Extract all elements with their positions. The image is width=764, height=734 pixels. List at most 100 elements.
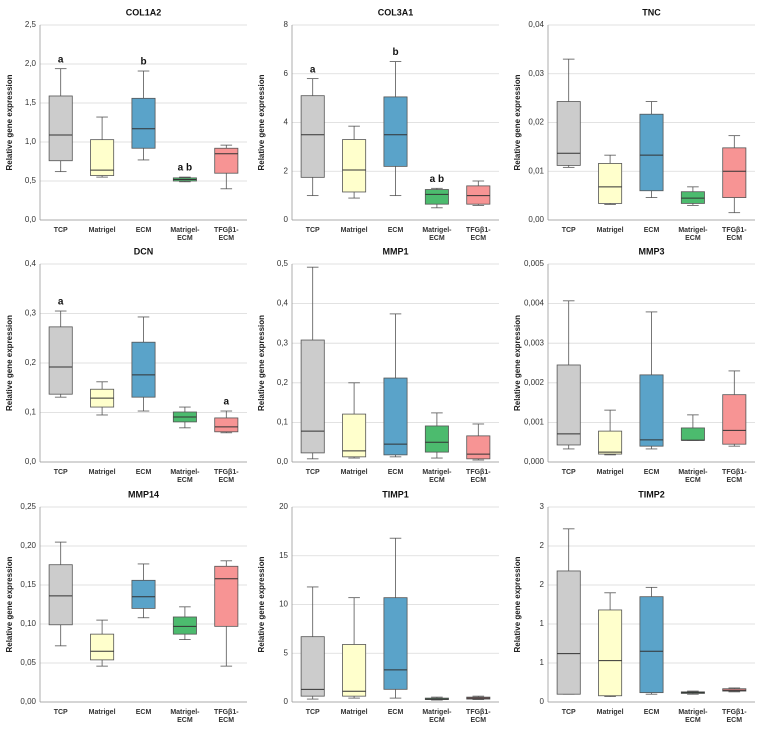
annotation: b	[392, 47, 398, 58]
x-tick-label: Matrigel-ECM	[422, 227, 452, 242]
x-tick-label: TCP	[54, 709, 68, 716]
chart-title: TNC	[642, 7, 661, 17]
box	[466, 435, 491, 460]
chart-title: TIMP2	[638, 489, 665, 499]
x-tick-label: TFGβ1-ECM	[466, 227, 491, 242]
y-tick-label: 2	[540, 541, 545, 550]
y-axis-label: Relative gene expression	[5, 556, 14, 652]
x-tick-label: Matrigel	[89, 227, 116, 234]
box	[556, 570, 581, 695]
chart-title: MMP3	[638, 246, 664, 256]
x-tick-label: TFGβ1-ECM	[466, 709, 491, 724]
x-tick-label: ECM	[388, 227, 404, 234]
x-tick-label: Matrigel	[341, 227, 368, 234]
y-tick-label: 4	[284, 118, 289, 127]
x-tick-label: Matrigel-ECM	[170, 709, 200, 724]
y-tick-label: 20	[279, 502, 288, 511]
y-tick-label: 0,005	[524, 259, 545, 268]
box	[48, 326, 73, 395]
box	[639, 113, 664, 192]
y-tick-label: 15	[279, 551, 288, 560]
y-tick-label: 0,5	[25, 176, 37, 185]
y-axis-label: Relative gene expression	[257, 556, 266, 652]
x-tick-label: TFGβ1-ECM	[466, 469, 491, 484]
y-tick-label: 1	[540, 619, 545, 628]
y-tick-label: 2	[540, 580, 545, 589]
y-tick-label: 0,25	[20, 502, 36, 511]
y-tick-label: 2	[284, 166, 289, 175]
box	[48, 95, 73, 162]
y-tick-label: 0,0	[25, 215, 37, 224]
y-tick-label: 0,05	[20, 658, 36, 667]
box	[131, 97, 156, 149]
x-tick-label: TCP	[306, 469, 320, 476]
x-tick-label: Matrigel-ECM	[170, 227, 200, 242]
y-tick-label: 1,5	[25, 98, 37, 107]
box	[300, 636, 325, 697]
x-tick-label: Matrigel	[341, 709, 368, 716]
y-axis-label: Relative gene expression	[257, 74, 266, 170]
y-tick-label: 0,2	[25, 358, 37, 367]
x-tick-label: TFGβ1-ECM	[214, 709, 239, 724]
y-tick-label: 5	[284, 648, 289, 657]
y-tick-label: 0,1	[25, 408, 37, 417]
box	[214, 565, 239, 627]
x-tick-label: TFGβ1-ECM	[722, 469, 747, 484]
annotation: a	[224, 397, 230, 408]
box	[48, 564, 73, 626]
box	[214, 147, 239, 174]
box	[556, 101, 581, 166]
y-tick-label: 0,4	[25, 259, 37, 268]
x-tick-label: TCP	[306, 227, 320, 234]
box	[598, 163, 623, 204]
y-tick-label: 0,000	[524, 457, 545, 466]
y-tick-label: 0,003	[524, 338, 545, 347]
y-tick-label: 0,00	[528, 215, 544, 224]
y-tick-label: 0,001	[524, 418, 545, 427]
y-tick-label: 2,0	[25, 59, 37, 68]
box	[722, 394, 747, 445]
x-tick-label: Matrigel	[341, 469, 368, 476]
box	[383, 96, 408, 167]
x-tick-label: TFGβ1-ECM	[722, 709, 747, 724]
x-tick-label: Matrigel	[597, 469, 624, 476]
annotation: a b	[430, 174, 444, 185]
x-tick-label: Matrigel	[597, 227, 624, 234]
box	[131, 579, 156, 609]
y-tick-label: 0,02	[528, 118, 544, 127]
annotation: a	[58, 54, 64, 65]
x-tick-label: TFGβ1-ECM	[214, 227, 239, 242]
x-tick-label: Matrigel-ECM	[170, 469, 200, 484]
x-tick-label: Matrigel-ECM	[422, 469, 452, 484]
box	[383, 377, 408, 456]
box	[214, 417, 239, 433]
box	[598, 609, 623, 697]
x-tick-label: TFGβ1-ECM	[214, 469, 239, 484]
y-tick-label: 0,04	[528, 20, 544, 29]
x-tick-label: Matrigel-ECM	[678, 227, 708, 242]
x-tick-label: ECM	[388, 469, 404, 476]
y-tick-label: 3	[540, 502, 545, 511]
y-axis-label: Relative gene expression	[513, 74, 522, 170]
chart-title: COL1A2	[126, 7, 162, 17]
y-tick-label: 0,3	[25, 309, 37, 318]
y-tick-label: 0,00	[20, 697, 36, 706]
x-tick-label: Matrigel	[597, 709, 624, 716]
box	[172, 616, 197, 635]
annotation: b	[140, 57, 146, 68]
box	[639, 374, 664, 447]
y-tick-label: 0	[284, 215, 289, 224]
box	[680, 427, 705, 441]
y-axis-label: Relative gene expression	[257, 315, 266, 411]
x-tick-label: ECM	[136, 709, 152, 716]
y-tick-label: 0,20	[20, 541, 36, 550]
y-tick-label: 0,002	[524, 378, 545, 387]
y-axis-label: Relative gene expression	[5, 74, 14, 170]
box	[424, 425, 449, 453]
chart-title: MMP14	[128, 489, 159, 499]
x-tick-label: ECM	[388, 709, 404, 716]
y-tick-label: 0	[540, 697, 545, 706]
x-tick-label: ECM	[644, 227, 660, 234]
